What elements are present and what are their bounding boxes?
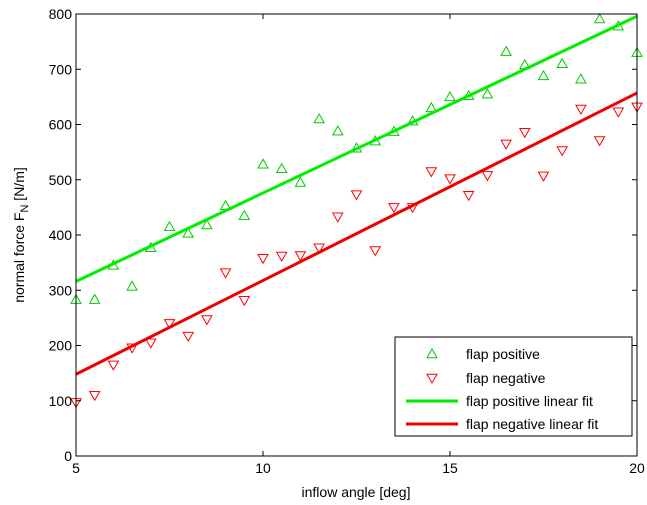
y-tick-label: 100 xyxy=(49,393,73,409)
positive-data-point xyxy=(126,280,138,291)
negative-data-point xyxy=(388,203,400,214)
x-tick-label: 15 xyxy=(442,460,458,476)
positive-data-point xyxy=(294,176,307,187)
y-tick-label: 600 xyxy=(49,117,73,133)
legend: flap positive flap negative flap positive … xyxy=(394,336,633,437)
y-axis-label-subscript: N xyxy=(19,205,31,213)
negative-data-point xyxy=(612,107,625,118)
negative-data-point xyxy=(257,253,269,265)
negative-data-point xyxy=(537,171,550,182)
legend-entry-label: flap positive xyxy=(466,346,540,362)
positive-data-point xyxy=(163,220,176,231)
y-tick-label: 0 xyxy=(64,448,72,464)
negative-data-point xyxy=(481,171,494,182)
x-axis-label: inflow angle [deg] xyxy=(302,484,411,500)
positive-data-point xyxy=(575,73,587,84)
negative-data-point xyxy=(518,127,531,139)
negative-data-point xyxy=(107,360,120,371)
negative-data-point xyxy=(444,174,456,185)
legend-marker-swatch xyxy=(426,347,438,359)
x-tick-label: 10 xyxy=(255,460,271,476)
legend-marker-swatch xyxy=(426,373,438,385)
positive-data-point xyxy=(313,112,325,124)
negative-data-point xyxy=(201,315,213,326)
positive-data-point xyxy=(275,162,288,173)
y-tick-label: 400 xyxy=(49,227,73,243)
positive-data-point xyxy=(593,12,606,24)
negative-data-point xyxy=(219,268,232,279)
negative-data-point xyxy=(238,295,251,307)
negative-data-point xyxy=(275,251,288,263)
negative-data-point xyxy=(350,190,363,201)
negative-data-point xyxy=(88,390,101,402)
negative-data-point xyxy=(425,167,438,178)
positive-data-point xyxy=(88,293,101,304)
y-axis-label-main: normal force F xyxy=(11,213,27,303)
negative-data-point xyxy=(313,243,325,254)
y-tick-label: 500 xyxy=(49,172,73,188)
positive-data-point xyxy=(182,227,195,238)
negative-data-point xyxy=(163,319,176,330)
positive-data-point xyxy=(537,69,550,81)
y-tick-label: 700 xyxy=(49,61,73,77)
x-tick-label: 20 xyxy=(629,460,645,476)
negative-data-point xyxy=(593,136,606,147)
negative-data-point xyxy=(182,331,195,343)
fit-line-3 xyxy=(75,91,638,376)
positive-data-point xyxy=(556,57,569,68)
positive-data-point xyxy=(444,90,456,102)
fit-line-2 xyxy=(75,14,638,283)
positive-data-point xyxy=(257,158,269,169)
y-axis-label: normal force FN [N/m] xyxy=(11,167,31,303)
legend-entry-label: flap negative linear fit xyxy=(466,416,598,432)
legend-entry-label: flap positive linear fit xyxy=(466,393,593,409)
y-tick-label: 800 xyxy=(49,6,73,22)
positive-data-point xyxy=(425,101,438,113)
y-tick-label: 200 xyxy=(49,338,73,354)
positive-data-point xyxy=(238,209,251,220)
negative-data-point xyxy=(144,338,157,349)
y-tick-label: 300 xyxy=(49,282,73,298)
negative-data-point xyxy=(294,251,307,262)
negative-data-point xyxy=(556,146,569,157)
positive-data-point xyxy=(481,88,494,99)
negative-data-point xyxy=(575,104,587,116)
positive-data-point xyxy=(331,125,344,136)
positive-data-point xyxy=(500,45,512,56)
legend-entry-label: flap negative xyxy=(466,370,546,386)
positive-data-point xyxy=(201,219,213,230)
y-axis-label-unit: [N/m] xyxy=(11,167,27,204)
x-tick-label: 5 xyxy=(72,460,80,476)
negative-data-point xyxy=(462,190,475,202)
negative-data-point xyxy=(369,246,382,257)
negative-data-point xyxy=(500,139,512,150)
negative-data-point xyxy=(331,212,344,223)
